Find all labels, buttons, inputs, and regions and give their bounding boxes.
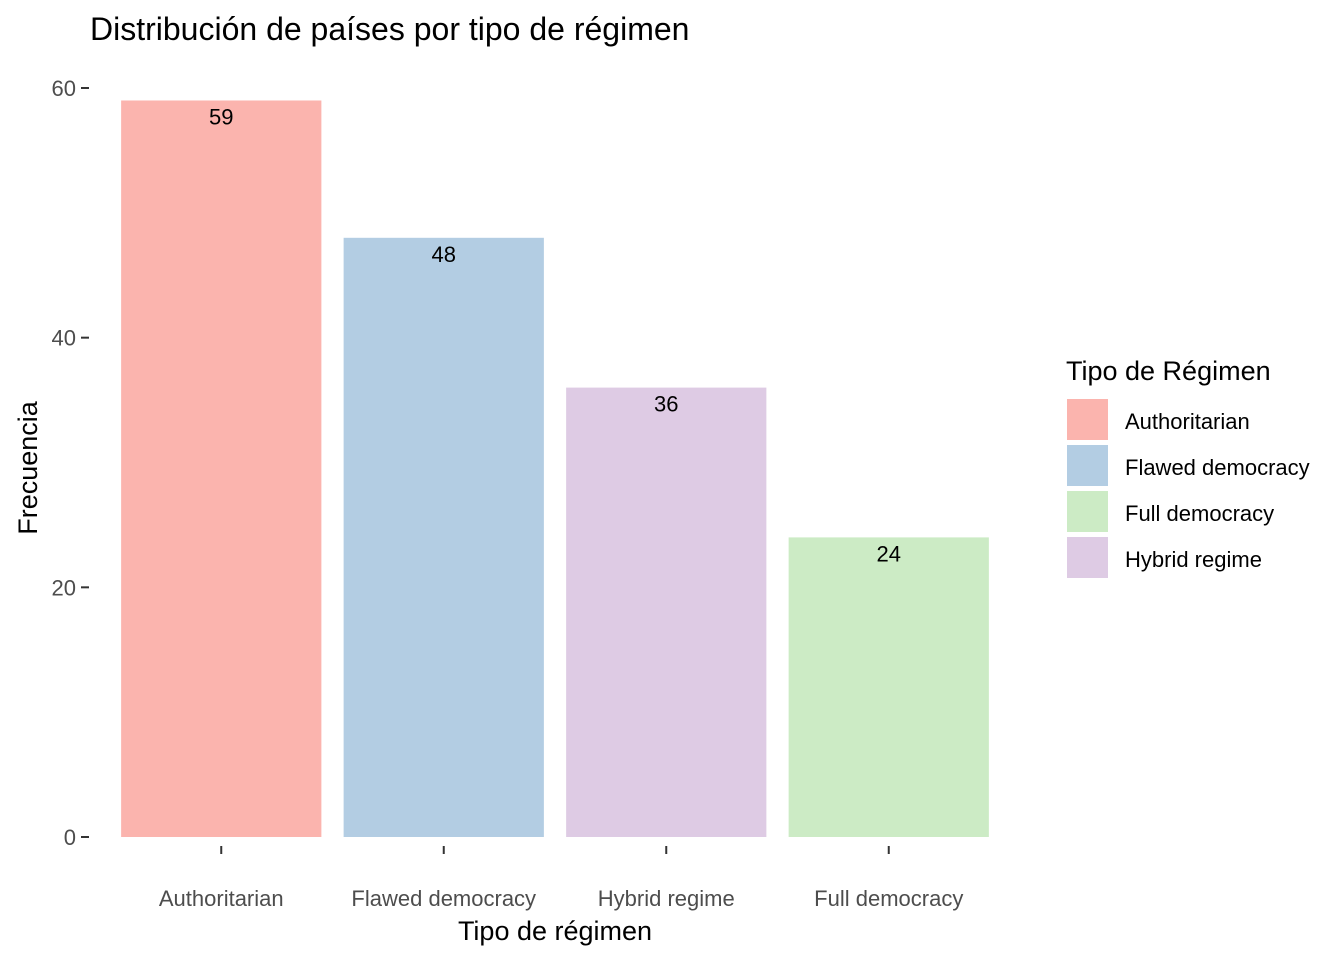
chart-title: Distribución de países por tipo de régim… <box>90 11 689 47</box>
x-tick-label: Full democracy <box>814 886 963 911</box>
data-label: 48 <box>432 242 456 267</box>
bar-authoritarian <box>121 100 322 837</box>
y-tick-label: 60 <box>52 76 76 101</box>
bar-hybrid-regime <box>566 387 767 837</box>
data-label: 24 <box>877 541 901 566</box>
legend-key <box>1065 397 1110 442</box>
x-tick-label: Authoritarian <box>159 886 284 911</box>
y-tick-label: 0 <box>64 825 76 850</box>
legend-label: Authoritarian <box>1125 409 1250 434</box>
legend-label: Hybrid regime <box>1125 547 1262 572</box>
y-tick-label: 40 <box>52 326 76 351</box>
x-tick-label: Flawed democracy <box>351 886 536 911</box>
plot-area: 0 20 40 60 59 Authoritarian 48 Flawed democracy… <box>52 76 989 911</box>
legend-label: Flawed democracy <box>1125 455 1310 480</box>
legend-key <box>1065 535 1110 580</box>
legend-label: Full democracy <box>1125 501 1274 526</box>
bar-flawed-democracy <box>343 237 544 838</box>
y-tick-label: 20 <box>52 575 76 600</box>
y-axis-title: Frecuencia <box>13 400 43 535</box>
x-tick-label: Hybrid regime <box>598 886 735 911</box>
legend-key <box>1065 489 1110 534</box>
bar-full-democracy <box>788 537 989 837</box>
legend-key <box>1065 443 1110 488</box>
data-label: 59 <box>209 104 233 129</box>
x-axis-title: Tipo de régimen <box>458 916 652 946</box>
data-label: 36 <box>654 392 678 417</box>
legend: Tipo de Régimen Authoritarian Flawed demo… <box>1065 356 1310 580</box>
legend-title: Tipo de Régimen <box>1066 356 1271 386</box>
